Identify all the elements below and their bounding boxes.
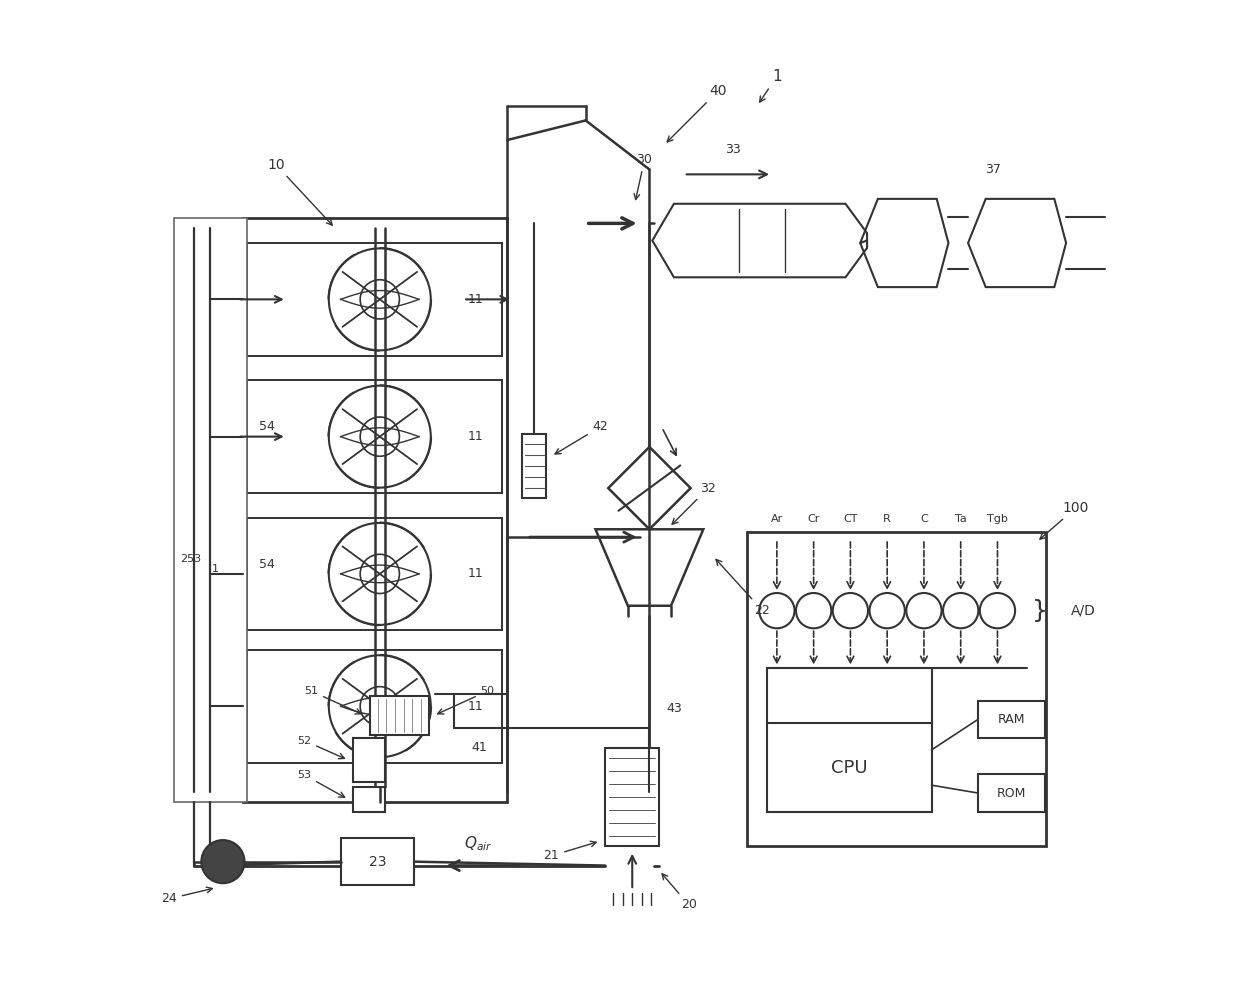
Text: Cr: Cr bbox=[807, 515, 820, 525]
Text: 23: 23 bbox=[368, 855, 386, 869]
Text: Ta: Ta bbox=[955, 515, 966, 525]
Text: RAM: RAM bbox=[997, 713, 1025, 726]
Bar bbox=[522, 434, 547, 498]
Text: ROM: ROM bbox=[997, 787, 1025, 800]
Text: 33: 33 bbox=[725, 143, 740, 157]
Text: 53: 53 bbox=[298, 770, 345, 798]
Text: 1: 1 bbox=[760, 69, 781, 103]
Text: 54: 54 bbox=[259, 557, 275, 571]
Bar bbox=[353, 787, 384, 811]
Text: C: C bbox=[920, 515, 928, 525]
Bar bbox=[978, 774, 1044, 811]
Bar bbox=[370, 696, 429, 736]
Text: 22: 22 bbox=[715, 559, 770, 616]
Text: 40: 40 bbox=[667, 84, 727, 142]
Text: 52: 52 bbox=[298, 736, 345, 758]
Bar bbox=[748, 532, 1047, 846]
Text: 10: 10 bbox=[267, 158, 332, 225]
Bar bbox=[341, 838, 414, 885]
Bar bbox=[243, 219, 507, 802]
Text: 24: 24 bbox=[161, 887, 212, 905]
Text: 54: 54 bbox=[259, 420, 275, 433]
Bar bbox=[248, 243, 502, 356]
Text: 21: 21 bbox=[543, 841, 596, 863]
Text: CPU: CPU bbox=[831, 758, 868, 777]
Text: 30: 30 bbox=[634, 153, 652, 199]
Text: 11: 11 bbox=[467, 700, 484, 713]
Text: 41: 41 bbox=[471, 741, 486, 754]
Bar bbox=[605, 748, 660, 846]
Text: 50: 50 bbox=[438, 686, 495, 714]
Text: 11: 11 bbox=[467, 293, 484, 306]
Text: A/D: A/D bbox=[1071, 603, 1096, 617]
Circle shape bbox=[201, 840, 244, 883]
Text: R: R bbox=[883, 515, 892, 525]
Text: 11: 11 bbox=[467, 430, 484, 443]
Text: Ar: Ar bbox=[771, 515, 782, 525]
Text: 51: 51 bbox=[304, 686, 361, 714]
Text: 42: 42 bbox=[556, 420, 609, 454]
Text: $Q_{air}$: $Q_{air}$ bbox=[464, 835, 492, 853]
Text: 43: 43 bbox=[666, 702, 682, 715]
Text: 253: 253 bbox=[180, 554, 201, 564]
Text: 20: 20 bbox=[662, 874, 697, 911]
Text: 37: 37 bbox=[985, 163, 1001, 176]
Bar bbox=[248, 381, 502, 493]
Text: 11: 11 bbox=[467, 567, 484, 581]
Text: 1: 1 bbox=[212, 564, 218, 574]
Bar bbox=[978, 701, 1044, 739]
Text: 100: 100 bbox=[1040, 501, 1089, 539]
Bar bbox=[353, 739, 384, 782]
Text: CT: CT bbox=[843, 515, 858, 525]
Bar bbox=[174, 219, 248, 802]
Text: }: } bbox=[1032, 599, 1048, 622]
Text: Tgb: Tgb bbox=[987, 515, 1008, 525]
Bar bbox=[248, 650, 502, 762]
Bar bbox=[248, 518, 502, 630]
Text: 32: 32 bbox=[672, 481, 717, 525]
Bar bbox=[768, 724, 931, 811]
